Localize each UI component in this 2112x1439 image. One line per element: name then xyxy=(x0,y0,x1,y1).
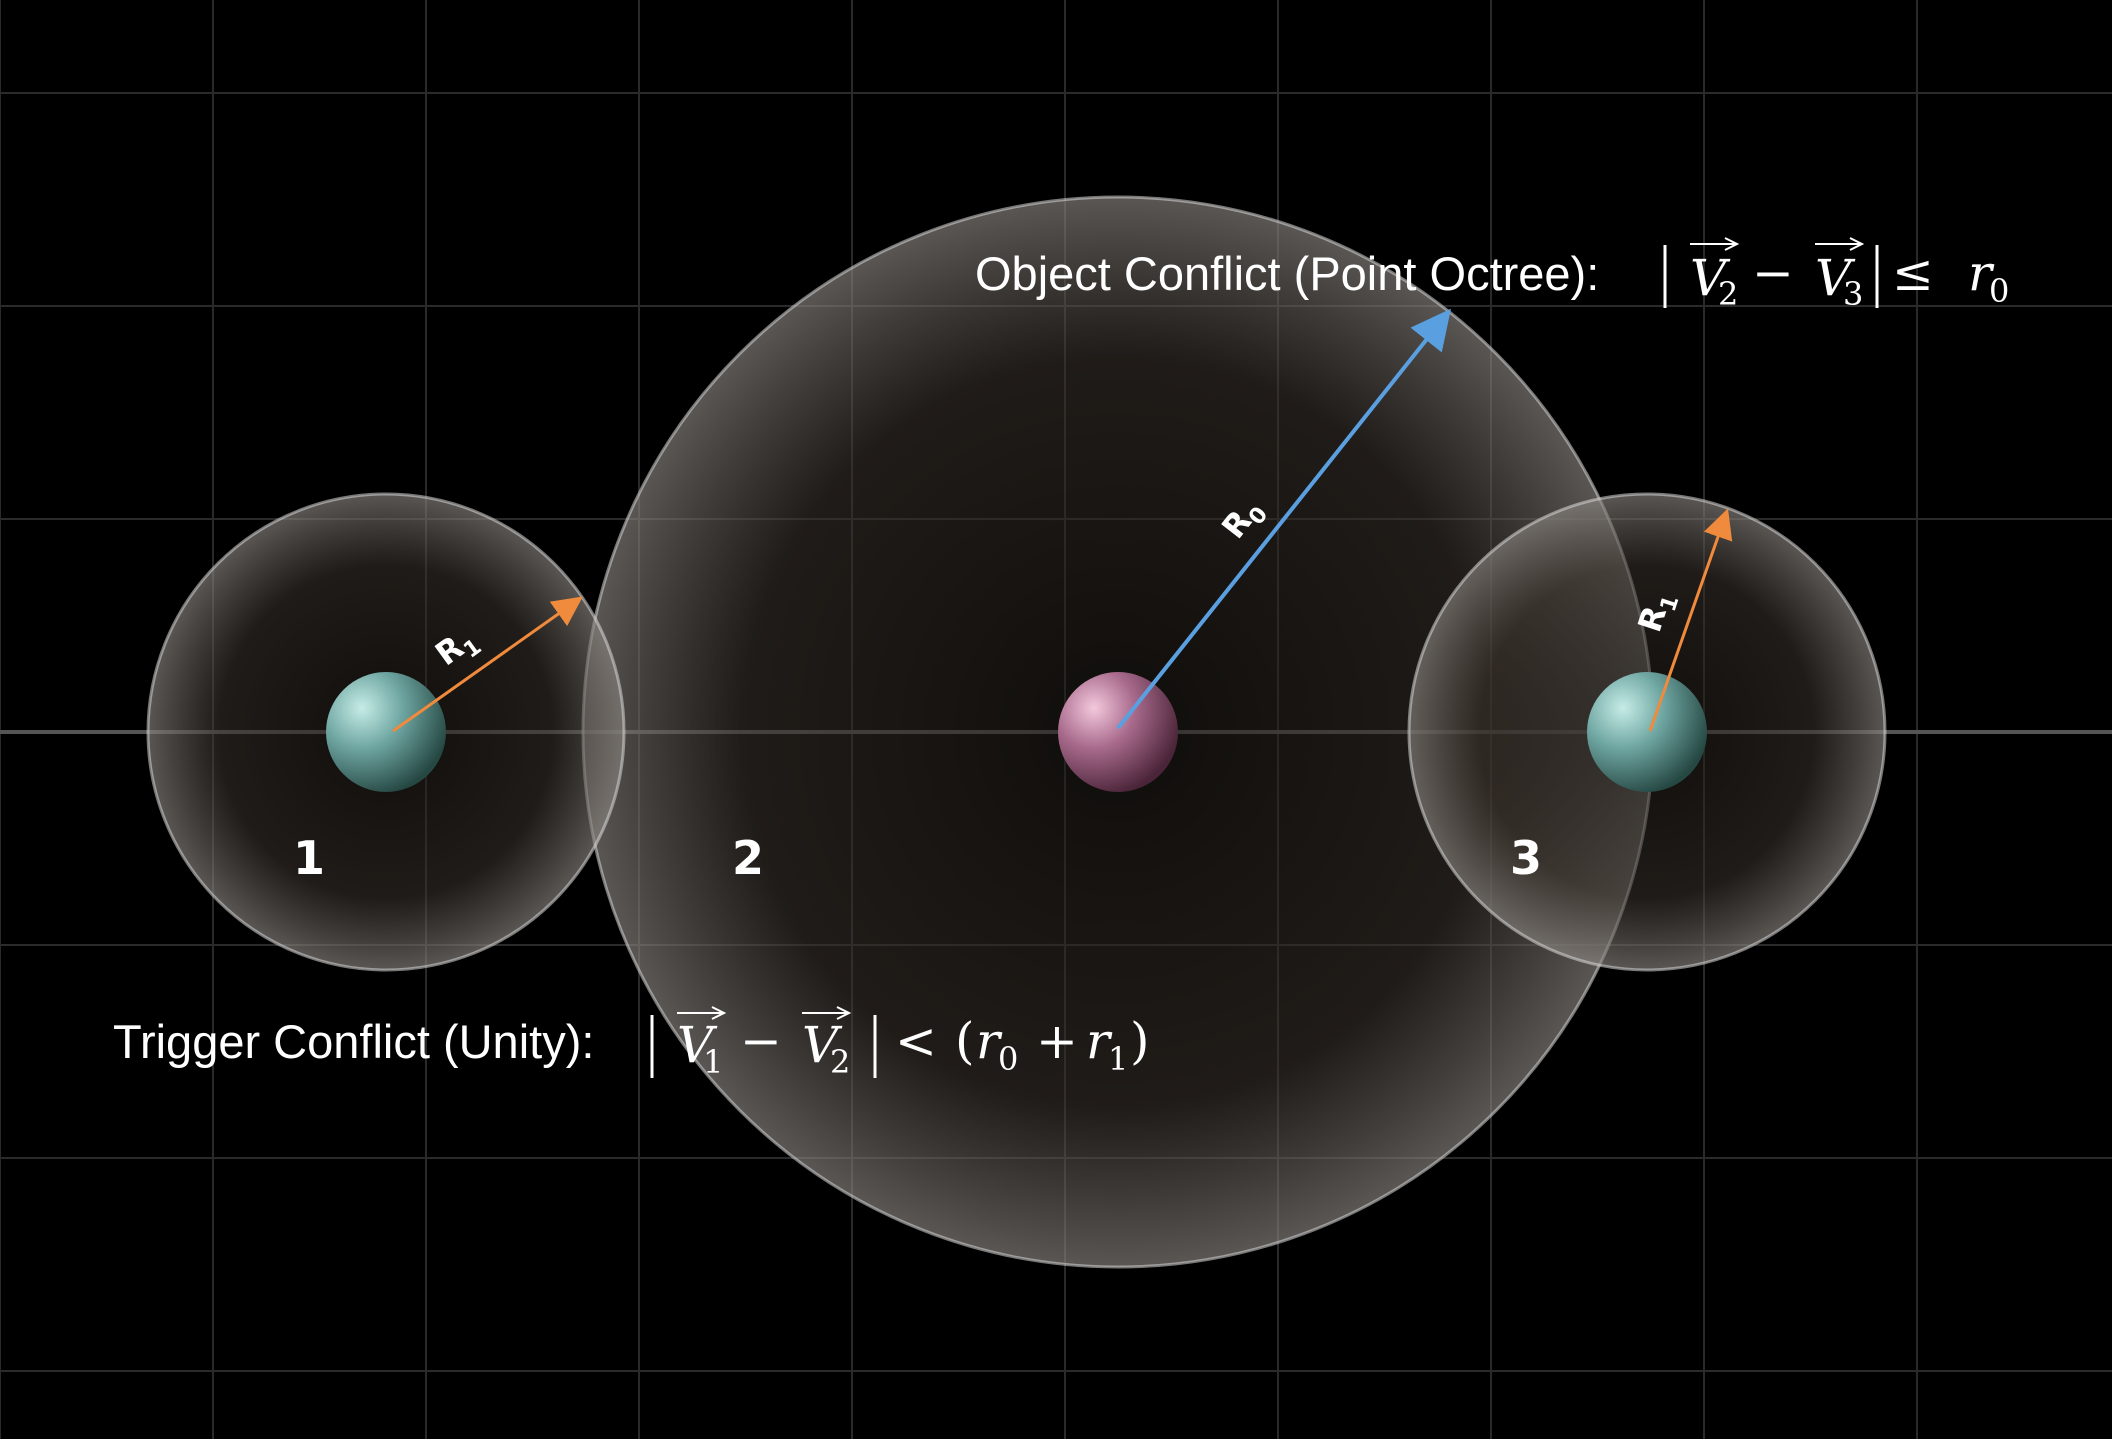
vector-arrowhead-icon xyxy=(711,1006,727,1020)
svg-text:0: 0 xyxy=(1989,272,2009,310)
svg-text:): ) xyxy=(1130,1012,1150,1070)
svg-text:<: < xyxy=(895,1012,937,1070)
svg-text:+: + xyxy=(1036,1012,1078,1070)
object-number-3: 3 xyxy=(1510,831,1542,885)
svg-text:V: V xyxy=(802,1016,843,1074)
svg-text:r: r xyxy=(976,1012,1003,1070)
teal-sphere-icon xyxy=(1587,672,1707,792)
svg-text:V: V xyxy=(677,1016,718,1074)
radius-arrow-object-2 xyxy=(1116,308,1451,730)
svg-text:V: V xyxy=(1815,249,1856,307)
svg-text:−: − xyxy=(1752,244,1794,302)
vector-arrowhead-icon xyxy=(1724,237,1740,251)
radius-arrow-object-1 xyxy=(392,596,583,733)
svg-text:1: 1 xyxy=(1108,1040,1128,1078)
object-number-1: 1 xyxy=(293,831,325,885)
svg-text:0: 0 xyxy=(998,1040,1018,1078)
svg-text:V: V xyxy=(1690,249,1731,307)
trigger-conflict-formula: Trigger Conflict (Unity): V 1 − V 2 < ( … xyxy=(113,1006,1150,1081)
vector-arrowhead-icon xyxy=(1849,237,1865,251)
trigger-conflict-lead: Trigger Conflict (Unity): xyxy=(113,1015,594,1068)
object-conflict-lead: Object Conflict (Point Octree): xyxy=(975,247,1599,300)
pink-sphere-icon xyxy=(1058,672,1178,792)
vector-arrowhead-icon xyxy=(836,1006,852,1020)
svg-text:3: 3 xyxy=(1843,275,1863,313)
svg-text:r: r xyxy=(1968,244,1995,302)
svg-text:r: r xyxy=(1086,1012,1113,1070)
svg-text:(: ( xyxy=(955,1012,975,1070)
svg-text:1: 1 xyxy=(703,1043,723,1081)
radius-arrow-object-3 xyxy=(1648,508,1733,732)
object-conflict-formula: Object Conflict (Point Octree): V 2 − V … xyxy=(975,237,2009,313)
svg-text:−: − xyxy=(740,1012,782,1070)
svg-text:2: 2 xyxy=(830,1043,850,1081)
svg-text:2: 2 xyxy=(1718,275,1738,313)
object-number-2: 2 xyxy=(732,831,764,885)
svg-text:≤: ≤ xyxy=(1892,244,1934,302)
teal-sphere-icon xyxy=(326,672,446,792)
